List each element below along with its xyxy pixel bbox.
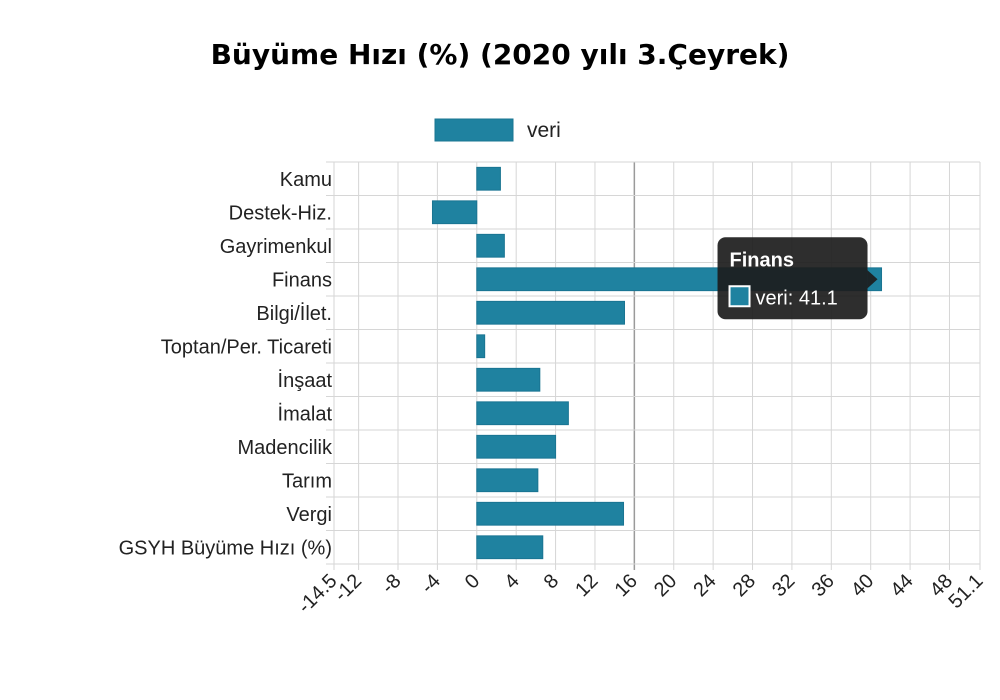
category-label: Kamu (280, 169, 332, 191)
tooltip-swatch (728, 285, 751, 308)
tooltip-box (717, 237, 868, 320)
legend-swatch[interactable] (434, 118, 514, 142)
category-label: Tarım (282, 470, 332, 492)
tooltip-caret (867, 270, 878, 289)
x-tick-label: 24 (689, 570, 720, 601)
x-tick-label: 40 (847, 570, 878, 601)
tooltip-title: Finans (730, 249, 794, 271)
category-label: Finans (272, 269, 332, 291)
bar[interactable] (476, 334, 486, 359)
x-tick-label: 0 (461, 570, 484, 593)
category-label: GSYH Büyüme Hızı (%) (119, 537, 332, 559)
tooltip-value: veri: 41.1 (756, 287, 838, 309)
chart-title: Büyüme Hızı (%) (2020 yılı 3.Çeyrek) (210, 38, 790, 71)
category-label: Bilgi/İlet. (256, 302, 332, 325)
bar[interactable] (476, 367, 541, 392)
x-tick-label: -12 (330, 570, 366, 606)
bar[interactable] (476, 233, 505, 258)
tooltip: Finans veri: 41.1 (717, 237, 878, 320)
category-label: Madencilik (238, 437, 333, 459)
x-tick-label: 16 (611, 570, 642, 601)
x-tick-label: -8 (377, 570, 405, 598)
x-tick-label: 4 (500, 570, 523, 593)
bar[interactable] (476, 166, 501, 191)
category-label: Toptan/Per. Ticareti (161, 336, 332, 358)
bar[interactable] (476, 434, 557, 459)
legend-label[interactable]: veri (527, 119, 561, 142)
category-label: Destek-Hiz. (229, 202, 332, 224)
bar[interactable] (431, 200, 478, 225)
x-tick-label: 8 (540, 570, 563, 593)
bar[interactable] (476, 300, 626, 325)
x-tick-label: -4 (417, 570, 445, 598)
x-tick-label: 20 (650, 570, 681, 601)
bar[interactable] (476, 535, 544, 560)
x-tick-label: 44 (886, 570, 917, 601)
category-labels: Kamu Destek-Hiz. Gayrimenkul Finans Bilgi/İl… (119, 169, 333, 560)
category-label: Vergi (286, 504, 332, 526)
category-label: İmalat (278, 402, 333, 425)
category-label: İnşaat (278, 369, 333, 392)
category-label: Gayrimenkul (220, 236, 332, 258)
bar[interactable] (476, 401, 569, 426)
x-tick-label: 12 (571, 570, 602, 601)
x-tick-label: 28 (729, 570, 760, 601)
grid (326, 161, 981, 570)
x-tick-label: 51.1 (944, 570, 987, 613)
x-tick-label: 36 (808, 570, 839, 601)
x-tick-label: 32 (768, 570, 799, 601)
bar[interactable] (476, 468, 539, 493)
bar[interactable] (476, 501, 625, 526)
legend: veri (434, 118, 561, 142)
